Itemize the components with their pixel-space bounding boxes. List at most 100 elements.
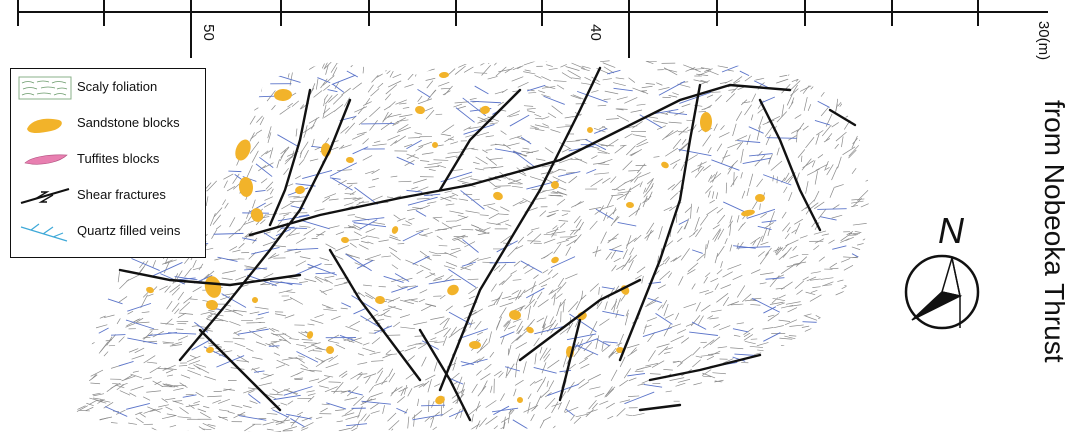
- quartz-vein: [101, 296, 123, 305]
- sandstone-block: [375, 295, 385, 305]
- foliation-stroke: [710, 174, 716, 179]
- foliation-stroke: [382, 353, 393, 359]
- foliation-stroke: [345, 60, 352, 64]
- foliation-stroke: [357, 362, 368, 365]
- foliation-stroke: [271, 328, 280, 332]
- foliation-stroke: [515, 245, 524, 250]
- foliation-stroke: [760, 241, 769, 246]
- foliation-stroke: [791, 383, 803, 393]
- foliation-stroke: [265, 181, 274, 190]
- quartz-vein: [534, 325, 567, 335]
- foliation-stroke: [765, 363, 777, 370]
- scale-bar: [17, 0, 1048, 58]
- foliation-stroke: [790, 342, 802, 345]
- foliation-stroke: [677, 237, 683, 243]
- foliation-stroke: [370, 88, 380, 97]
- foliation-stroke: [801, 400, 813, 405]
- foliation-stroke: [815, 164, 828, 171]
- foliation-stroke: [267, 67, 276, 73]
- foliation-stroke: [851, 246, 861, 250]
- foliation-stroke: [439, 317, 449, 326]
- foliation-stroke: [849, 76, 854, 84]
- foliation-stroke: [165, 318, 173, 325]
- foliation-stroke: [522, 147, 530, 150]
- foliation-stroke: [702, 339, 715, 349]
- foliation-stroke: [353, 395, 365, 407]
- foliation-stroke: [367, 84, 374, 93]
- foliation-stroke: [457, 180, 472, 185]
- foliation-stroke: [556, 302, 562, 317]
- foliation-stroke: [753, 409, 760, 412]
- foliation-stroke: [712, 224, 720, 230]
- foliation-stroke: [784, 233, 790, 240]
- foliation-stroke: [540, 284, 548, 288]
- foliation-stroke: [196, 366, 210, 374]
- foliation-stroke: [639, 181, 643, 188]
- foliation-stroke: [363, 284, 372, 287]
- foliation-stroke: [296, 370, 304, 375]
- foliation-stroke: [705, 272, 711, 278]
- foliation-stroke: [328, 225, 340, 229]
- foliation-stroke: [732, 416, 740, 421]
- foliation-stroke: [221, 102, 229, 109]
- foliation-stroke: [497, 101, 504, 106]
- foliation-stroke: [801, 388, 813, 393]
- foliation-stroke: [744, 299, 757, 302]
- foliation-stroke: [744, 104, 752, 116]
- foliation-stroke: [440, 196, 452, 202]
- foliation-stroke: [610, 369, 618, 382]
- quartz-vein: [678, 219, 689, 225]
- foliation-stroke: [323, 60, 332, 70]
- foliation-stroke: [418, 234, 428, 237]
- foliation-stroke: [689, 68, 705, 70]
- foliation-stroke: [221, 277, 233, 281]
- quartz-vein: [559, 369, 572, 373]
- foliation-stroke: [335, 409, 345, 411]
- foliation-stroke: [710, 350, 721, 356]
- foliation-stroke: [88, 399, 98, 405]
- foliation-stroke: [428, 168, 436, 172]
- foliation-stroke: [801, 325, 810, 328]
- foliation-stroke: [829, 75, 836, 80]
- foliation-stroke: [369, 351, 381, 355]
- foliation-stroke: [590, 321, 598, 335]
- foliation-stroke: [672, 138, 682, 149]
- foliation-stroke: [843, 265, 854, 271]
- foliation-stroke: [151, 427, 162, 432]
- foliation-stroke: [454, 65, 466, 75]
- foliation-stroke: [308, 378, 320, 382]
- foliation-stroke: [234, 275, 247, 281]
- foliation-stroke: [523, 60, 537, 66]
- foliation-stroke: [707, 147, 712, 154]
- foliation-stroke: [867, 282, 870, 286]
- foliation-stroke: [192, 286, 202, 293]
- foliation-stroke: [771, 297, 779, 304]
- foliation-stroke: [425, 374, 436, 381]
- foliation-stroke: [445, 305, 453, 312]
- foliation-stroke: [354, 106, 368, 113]
- foliation-stroke: [507, 348, 510, 356]
- quartz-vein: [655, 313, 673, 325]
- foliation-stroke: [142, 396, 151, 401]
- foliation-stroke: [815, 68, 822, 75]
- foliation-stroke: [513, 305, 526, 311]
- foliation-stroke: [561, 148, 571, 153]
- foliation-stroke: [118, 256, 123, 268]
- foliation-stroke: [821, 233, 829, 236]
- foliation-stroke: [280, 146, 290, 158]
- foliation-stroke: [797, 149, 806, 158]
- foliation-stroke: [283, 415, 290, 422]
- foliation-stroke: [556, 191, 568, 196]
- foliation-stroke: [626, 145, 636, 156]
- foliation-stroke: [704, 104, 713, 110]
- foliation-stroke: [851, 167, 857, 175]
- foliation-stroke: [831, 122, 839, 128]
- quartz-vein: [428, 279, 455, 285]
- foliation-stroke: [471, 148, 479, 151]
- foliation-stroke: [810, 271, 821, 274]
- foliation-stroke: [837, 80, 847, 88]
- foliation-stroke: [808, 359, 815, 366]
- foliation-stroke: [391, 386, 403, 394]
- sandstone-block: [447, 284, 459, 296]
- foliation-stroke: [628, 77, 636, 83]
